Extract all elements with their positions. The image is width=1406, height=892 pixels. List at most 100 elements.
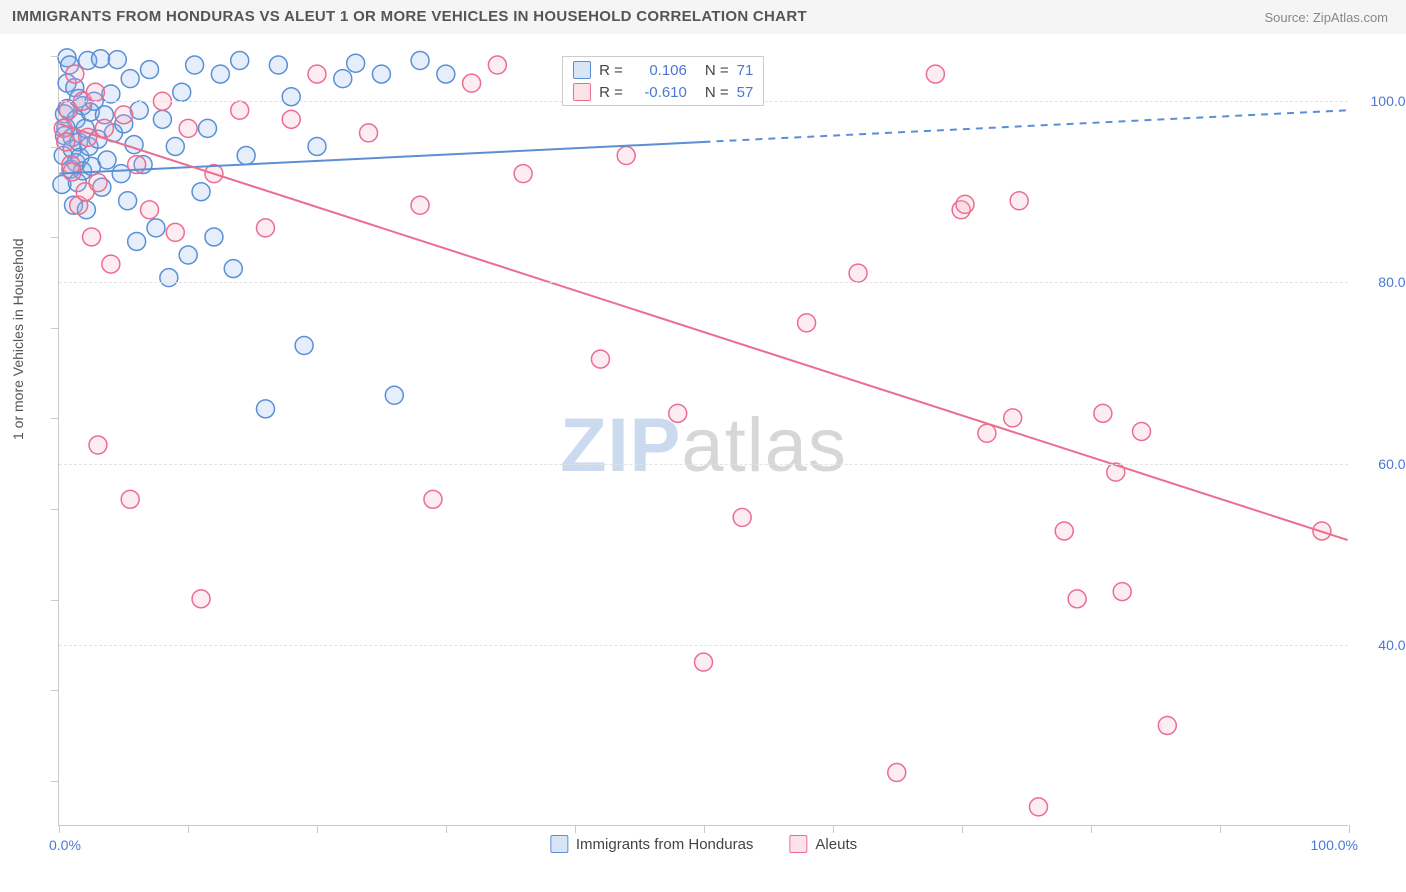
data-point-aleuts <box>591 350 609 368</box>
y-tick <box>51 509 59 510</box>
data-point-honduras <box>199 119 217 137</box>
header-bar: IMMIGRANTS FROM HONDURAS VS ALEUT 1 OR M… <box>0 0 1406 34</box>
n-label: N = <box>705 84 729 101</box>
x-tick <box>833 825 834 833</box>
y-tick-label: 100.0% <box>1358 93 1406 109</box>
data-point-honduras <box>237 147 255 165</box>
data-point-aleuts <box>617 147 635 165</box>
x-tick <box>59 825 60 833</box>
data-point-aleuts <box>192 590 210 608</box>
data-point-honduras <box>334 70 352 88</box>
data-point-aleuts <box>57 133 75 151</box>
data-point-honduras <box>192 183 210 201</box>
x-tick <box>317 825 318 833</box>
data-point-aleuts <box>95 119 113 137</box>
data-point-honduras <box>347 54 365 72</box>
data-point-aleuts <box>1004 409 1022 427</box>
data-point-aleuts <box>179 119 197 137</box>
data-point-aleuts <box>115 106 133 124</box>
x-tick <box>575 825 576 833</box>
x-tick <box>446 825 447 833</box>
data-point-honduras <box>160 269 178 287</box>
y-tick-label: 40.0% <box>1358 637 1406 653</box>
y-tick-label: 60.0% <box>1358 456 1406 472</box>
data-point-honduras <box>98 151 116 169</box>
x-tick-label: 0.0% <box>49 837 81 853</box>
series-legend-item-aleuts: Aleuts <box>789 835 857 853</box>
data-point-aleuts <box>121 490 139 508</box>
data-point-honduras <box>119 192 137 210</box>
x-tick-label: 100.0% <box>1311 837 1358 853</box>
series-legend: Immigrants from Honduras Aleuts <box>550 835 857 853</box>
data-point-aleuts <box>308 65 326 83</box>
data-point-honduras <box>153 110 171 128</box>
data-point-aleuts <box>166 223 184 241</box>
data-point-honduras <box>269 56 287 74</box>
data-point-honduras <box>282 88 300 106</box>
data-point-aleuts <box>888 764 906 782</box>
gridline <box>59 464 1348 465</box>
r-value-honduras: 0.106 <box>631 62 687 79</box>
data-point-honduras <box>92 50 110 68</box>
trend-line-honduras <box>59 142 703 174</box>
data-point-honduras <box>186 56 204 74</box>
data-point-aleuts <box>733 508 751 526</box>
y-tick <box>51 56 59 57</box>
correlation-legend-row-honduras: R = 0.106 N = 71 <box>563 59 763 81</box>
r-value-aleuts: -0.610 <box>631 84 687 101</box>
data-point-aleuts <box>926 65 944 83</box>
series-legend-item-honduras: Immigrants from Honduras <box>550 835 754 853</box>
legend-swatch-aleuts <box>789 835 807 853</box>
data-point-honduras <box>372 65 390 83</box>
x-tick <box>1091 825 1092 833</box>
r-label: R = <box>599 62 623 79</box>
data-point-honduras <box>141 61 159 79</box>
x-tick <box>1220 825 1221 833</box>
data-point-aleuts <box>89 436 107 454</box>
data-point-aleuts <box>424 490 442 508</box>
data-point-aleuts <box>1029 798 1047 816</box>
trend-line-aleuts <box>59 124 1347 540</box>
x-tick <box>962 825 963 833</box>
data-point-aleuts <box>1113 583 1131 601</box>
data-point-aleuts <box>669 404 687 422</box>
data-point-honduras <box>411 52 429 70</box>
gridline <box>59 645 1348 646</box>
n-value-honduras: 71 <box>737 62 754 79</box>
data-point-honduras <box>385 386 403 404</box>
data-point-aleuts <box>1055 522 1073 540</box>
data-point-honduras <box>211 65 229 83</box>
y-axis-label: 1 or more Vehicles in Household <box>10 238 26 440</box>
data-point-aleuts <box>86 83 104 101</box>
data-point-honduras <box>205 228 223 246</box>
data-point-honduras <box>173 83 191 101</box>
data-point-honduras <box>437 65 455 83</box>
trend-line-extrap-honduras <box>704 110 1348 142</box>
correlation-legend: R = 0.106 N = 71R = -0.610 N = 57 <box>562 56 764 106</box>
x-tick <box>1349 825 1350 833</box>
data-point-honduras <box>128 232 146 250</box>
data-point-honduras <box>147 219 165 237</box>
data-point-aleuts <box>488 56 506 74</box>
data-point-aleuts <box>514 165 532 183</box>
data-point-honduras <box>108 51 126 69</box>
y-tick <box>51 237 59 238</box>
data-point-aleuts <box>849 264 867 282</box>
data-point-aleuts <box>102 255 120 273</box>
data-point-aleuts <box>1158 716 1176 734</box>
n-label: N = <box>705 62 729 79</box>
data-point-aleuts <box>1068 590 1086 608</box>
y-tick <box>51 600 59 601</box>
data-point-aleuts <box>956 195 974 213</box>
n-value-aleuts: 57 <box>737 84 754 101</box>
data-point-aleuts <box>83 228 101 246</box>
data-point-aleuts <box>798 314 816 332</box>
data-point-honduras <box>231 52 249 70</box>
data-point-aleuts <box>978 424 996 442</box>
data-point-aleuts <box>695 653 713 671</box>
data-point-aleuts <box>282 110 300 128</box>
source-label: Source: ZipAtlas.com <box>1264 10 1388 25</box>
y-tick <box>51 328 59 329</box>
data-point-honduras <box>308 137 326 155</box>
data-point-aleuts <box>360 124 378 142</box>
